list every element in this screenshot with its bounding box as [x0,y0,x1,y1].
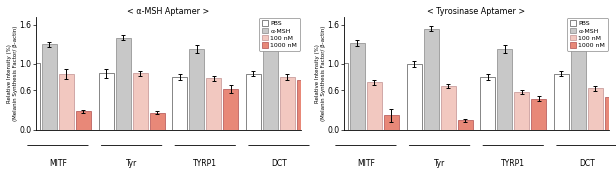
Bar [99,73,113,130]
Bar [605,97,616,130]
Bar [333,63,348,130]
Legend: PBS, α-MSH, 100 nM, 1000 nM: PBS, α-MSH, 100 nM, 1000 nM [567,18,608,51]
Text: Tyr: Tyr [126,159,137,168]
Bar [588,88,603,130]
Y-axis label: Relative Intensity (%)
(Melanin Synthesis Factor/ β-actin): Relative Intensity (%) (Melanin Synthesi… [7,25,18,121]
Bar [116,38,131,130]
Bar [554,74,569,130]
Bar [350,43,365,130]
Y-axis label: Relative Intensity (%)
(Melanin Synthesis Factor/ β-actin): Relative Intensity (%) (Melanin Synthesi… [315,25,326,121]
Bar [59,74,74,130]
Bar [384,115,399,130]
Bar [480,77,495,130]
Bar [206,78,221,130]
Bar [424,29,439,130]
Bar [263,42,278,130]
Bar [297,80,312,130]
Title: < Tyrosinase Aptamer >: < Tyrosinase Aptamer > [428,7,525,16]
Bar [223,89,238,130]
Bar [132,73,148,130]
Bar [458,120,472,130]
Bar [407,64,421,130]
Bar [25,63,40,130]
Bar [440,86,456,130]
Bar [150,112,164,130]
Text: DCT: DCT [579,159,595,168]
Bar [42,44,57,130]
Bar [246,74,261,130]
Legend: PBS, α-MSH, 100 nM, 1000 nM: PBS, α-MSH, 100 nM, 1000 nM [259,18,300,51]
Text: TYRP1: TYRP1 [193,159,217,168]
Text: Tyr: Tyr [434,159,445,168]
Bar [76,111,91,130]
Title: < α-MSH Aptamer >: < α-MSH Aptamer > [128,7,209,16]
Bar [189,49,205,130]
Text: TYRP1: TYRP1 [501,159,525,168]
Bar [514,92,529,130]
Bar [497,49,513,130]
Text: MITF: MITF [357,159,375,168]
Bar [172,77,187,130]
Bar [367,82,382,130]
Bar [280,77,295,130]
Text: DCT: DCT [271,159,287,168]
Bar [531,99,546,130]
Text: MITF: MITF [49,159,67,168]
Bar [571,36,586,130]
